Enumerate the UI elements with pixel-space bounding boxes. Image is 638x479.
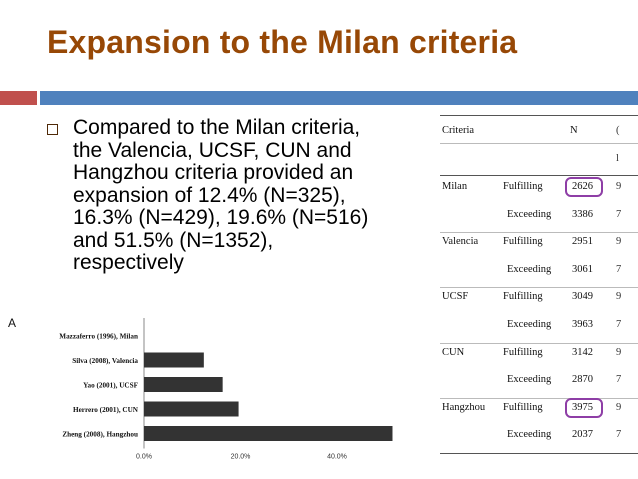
table-row-cut: 9: [616, 346, 622, 358]
table-highlight: [565, 397, 603, 418]
table-row-n: 2870: [572, 374, 593, 386]
chart-x-tick: 0.0%: [136, 454, 152, 461]
chart-x-tick: 40.0%: [327, 454, 347, 461]
chart-panel-label: A: [8, 316, 17, 330]
table-row-n: 2037: [572, 429, 593, 441]
chart-bar: [144, 426, 393, 441]
bar-chart: Mazzaferro (1996), Milan Silva (2008), Va…: [59, 318, 393, 461]
table-row-cut: 7: [616, 208, 622, 220]
slide-title: Expansion to the Milan criteria: [47, 24, 518, 60]
table-row-n: 3142: [572, 346, 593, 358]
table-row-criteria: UCSF: [442, 291, 469, 303]
table-cut-column: l: [616, 153, 619, 164]
bullet-text: Compared to the Milan criteria, the Vale…: [73, 116, 369, 274]
table-row-n: 3061: [572, 263, 593, 275]
table-row-criteria: CUN: [442, 346, 465, 358]
table-row-n: 2626: [572, 181, 593, 192]
table-row-status: Exceeding: [507, 374, 552, 386]
table-row-cut: 9: [616, 401, 622, 413]
table-header-rule: [440, 143, 638, 144]
chart-category-label: Silva (2008), Valencia: [72, 357, 138, 365]
table-row-cut: 9: [616, 236, 622, 248]
table-row-rule: [440, 397, 638, 399]
table-row-rule: [440, 342, 638, 344]
chart-category-label: Zheng (2008), Hangzhou: [62, 431, 138, 439]
table-header-rule-2: [440, 175, 638, 176]
table-row-cut: 9: [616, 181, 622, 192]
table-row-cut: 7: [616, 429, 622, 441]
table-row-status: Fulfilling: [503, 236, 543, 248]
table-row-status: Fulfilling: [503, 291, 543, 303]
table-row-n: 3975: [572, 401, 593, 413]
table-row-status: Exceeding: [507, 263, 552, 275]
chart-x-tick: 20.0%: [231, 454, 251, 461]
table-row-cut: 7: [616, 374, 622, 386]
table-row-n: 3386: [572, 208, 593, 220]
table-cut-column: (: [616, 125, 620, 136]
table-row-rule: [440, 232, 638, 234]
table-row-criteria: Milan: [442, 181, 468, 192]
chart-bar: [144, 352, 204, 368]
table-row-status: Fulfilling: [503, 181, 543, 192]
table-row-n: 3049: [572, 291, 593, 303]
table-row-n: 3963: [572, 319, 593, 330]
accent-bar-red: [0, 91, 37, 105]
chart-category-label: Yao (2001), UCSF: [83, 382, 139, 390]
table-row-status: Fulfilling: [503, 401, 543, 413]
table-row-cut: 7: [616, 263, 622, 275]
table-header-criteria: Criteria: [442, 125, 475, 136]
table-bottom-rule: [440, 453, 638, 454]
table-row-status: Exceeding: [507, 319, 552, 330]
chart-bar: [144, 401, 239, 417]
table-row-status: Fulfilling: [503, 346, 543, 358]
table-row-cut: 7: [616, 319, 622, 330]
accent-bar-blue: [40, 91, 638, 105]
chart-bar: [144, 377, 223, 392]
table-top-rule: [440, 115, 638, 116]
chart-category-label: Mazzaferro (1996), Milan: [59, 333, 138, 341]
bullet-checkbox-icon: [47, 124, 58, 135]
table-row-n: 2951: [572, 236, 593, 248]
table-highlight: [565, 177, 603, 197]
table-header-n: N: [570, 125, 578, 136]
table-row-criteria: Valencia: [442, 236, 479, 248]
table-row-criteria: Hangzhou: [442, 401, 486, 413]
table-row-status: Exceeding: [507, 208, 552, 220]
table-row-status: Exceeding: [507, 429, 552, 441]
chart-category-label: Herrero (2001), CUN: [73, 406, 139, 414]
criteria-table: Criteria N ( l Milan Fulfilling 2626 9 Exceeding…: [432, 113, 638, 454]
table-row-rule: [440, 287, 638, 289]
table-row-cut: 9: [616, 291, 622, 303]
